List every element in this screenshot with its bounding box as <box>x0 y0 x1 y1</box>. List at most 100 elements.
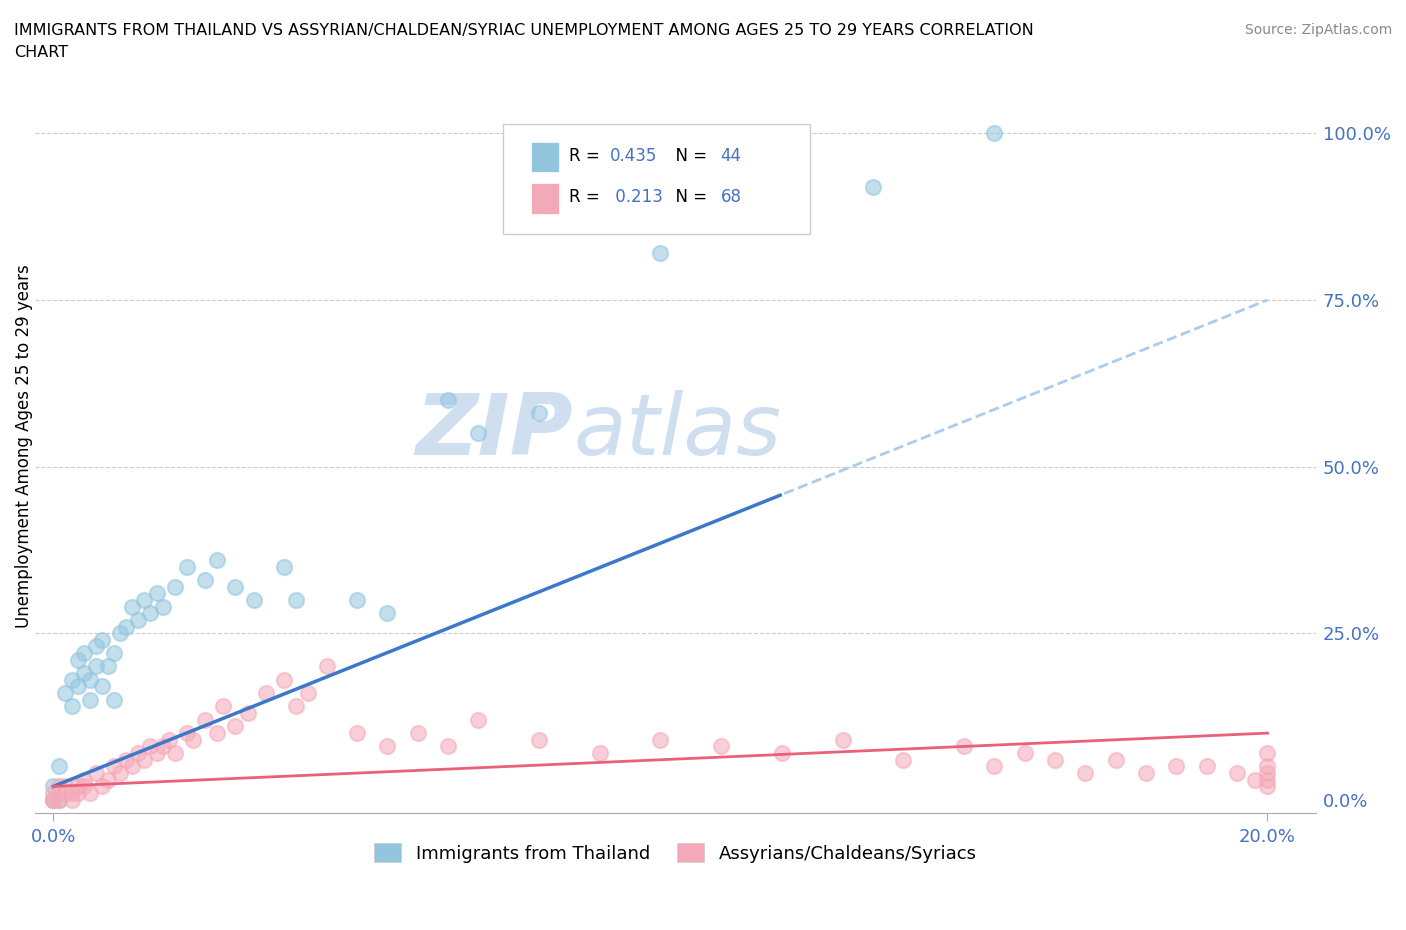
FancyBboxPatch shape <box>531 141 560 172</box>
Point <box>1256 779 1278 794</box>
Point <box>437 392 460 407</box>
Point <box>862 179 884 194</box>
Point <box>42 792 65 807</box>
Point <box>103 759 125 774</box>
Point <box>346 725 368 740</box>
Point <box>224 579 246 594</box>
Point <box>163 746 186 761</box>
Point <box>73 772 96 787</box>
Point <box>152 739 174 754</box>
Point <box>194 712 217 727</box>
Point <box>60 672 83 687</box>
Point <box>236 706 259 721</box>
Point <box>650 732 672 747</box>
Point <box>66 679 89 694</box>
Point <box>66 652 89 667</box>
Point <box>375 739 398 754</box>
Point <box>84 659 107 674</box>
Point <box>831 732 853 747</box>
FancyBboxPatch shape <box>503 124 810 234</box>
Point <box>55 779 77 794</box>
Point <box>285 592 308 607</box>
Point <box>108 765 131 780</box>
Point <box>139 739 162 754</box>
Point <box>224 719 246 734</box>
Point <box>90 632 112 647</box>
Point <box>207 552 229 567</box>
Y-axis label: Unemployment Among Ages 25 to 29 years: Unemployment Among Ages 25 to 29 years <box>15 265 32 629</box>
Point <box>127 612 149 627</box>
Point <box>297 685 319 700</box>
Text: CHART: CHART <box>14 45 67 60</box>
Point <box>983 759 1005 774</box>
Point <box>254 685 277 700</box>
Point <box>242 592 264 607</box>
Point <box>134 592 156 607</box>
Point <box>79 786 101 801</box>
Point <box>48 792 70 807</box>
Point <box>176 559 198 574</box>
Point <box>770 746 793 761</box>
Point <box>437 739 460 754</box>
FancyBboxPatch shape <box>531 182 560 214</box>
Point <box>97 772 120 787</box>
Text: 0.213: 0.213 <box>610 188 664 206</box>
Point <box>55 786 77 801</box>
Text: R =: R = <box>569 188 605 206</box>
Point <box>1014 746 1036 761</box>
Point <box>194 573 217 588</box>
Point <box>212 699 235 714</box>
Point <box>90 779 112 794</box>
Point <box>1195 759 1218 774</box>
Point <box>108 626 131 641</box>
Point <box>60 699 83 714</box>
Point <box>346 592 368 607</box>
Point <box>42 792 65 807</box>
Point <box>103 692 125 707</box>
Point <box>48 779 70 794</box>
Point <box>467 426 489 441</box>
Point <box>42 786 65 801</box>
Point <box>273 672 295 687</box>
Point <box>73 666 96 681</box>
Point <box>60 792 83 807</box>
Text: 0.435: 0.435 <box>610 147 658 165</box>
Text: ZIP: ZIP <box>416 391 574 473</box>
Point <box>1256 765 1278 780</box>
Point <box>79 672 101 687</box>
Point <box>527 732 550 747</box>
Point <box>145 586 167 601</box>
Point <box>891 752 914 767</box>
Point <box>134 752 156 767</box>
Point <box>115 752 138 767</box>
Point <box>1256 759 1278 774</box>
Text: IMMIGRANTS FROM THAILAND VS ASSYRIAN/CHALDEAN/SYRIAC UNEMPLOYMENT AMONG AGES 25 : IMMIGRANTS FROM THAILAND VS ASSYRIAN/CHA… <box>14 23 1033 38</box>
Point <box>589 746 612 761</box>
Point <box>1256 746 1278 761</box>
Point <box>710 739 733 754</box>
Point <box>60 786 83 801</box>
Point <box>1226 765 1249 780</box>
Text: Source: ZipAtlas.com: Source: ZipAtlas.com <box>1244 23 1392 37</box>
Point <box>127 746 149 761</box>
Point <box>103 645 125 660</box>
Point <box>181 732 204 747</box>
Legend: Immigrants from Thailand, Assyrians/Chaldeans/Syriacs: Immigrants from Thailand, Assyrians/Chal… <box>367 836 984 870</box>
Point <box>1256 772 1278 787</box>
Point <box>97 659 120 674</box>
Point <box>1166 759 1188 774</box>
Point <box>527 405 550 420</box>
Point <box>79 692 101 707</box>
Point <box>90 679 112 694</box>
Text: 68: 68 <box>720 188 741 206</box>
Point <box>1105 752 1128 767</box>
Point <box>115 619 138 634</box>
Text: atlas: atlas <box>574 391 782 473</box>
Point <box>1043 752 1066 767</box>
Point <box>157 732 180 747</box>
Point <box>48 759 70 774</box>
Point <box>73 779 96 794</box>
Point <box>55 685 77 700</box>
Point <box>650 246 672 260</box>
Point <box>1074 765 1097 780</box>
